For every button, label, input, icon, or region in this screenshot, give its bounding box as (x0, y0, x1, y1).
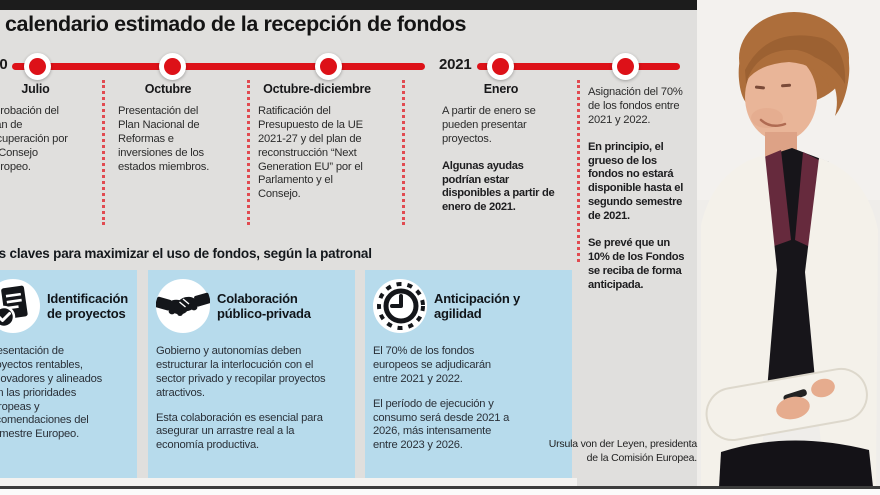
photo-caption: Ursula von der Leyen, presidenta de la C… (548, 438, 697, 464)
milestone-enero: Enero A partir de enero se pueden presen… (442, 82, 560, 215)
key-panel-identificacion: Identificación de proyectos Presentación… (0, 270, 137, 478)
key-panel-colaboracion: Colaboración público-privada Gobierno y … (148, 270, 355, 478)
timeline-year-2021: 2021 (439, 56, 472, 73)
milestone-text: Aprobación del plan de recuperación por … (0, 105, 68, 173)
timeline-dot (612, 53, 639, 80)
timeline-year-2020: 2020 (0, 56, 8, 73)
timeline-line-2020 (12, 63, 425, 70)
top-bar (0, 0, 697, 10)
milestone-label: Octubre (144, 82, 192, 96)
milestone-text-bold: Se prevé que un 10% de los Fondos se rec… (588, 237, 685, 291)
key-text: El período de ejecución y consumo será d… (373, 397, 510, 452)
milestone-text: A partir de enero se pueden presentar pr… (442, 105, 536, 145)
bottom-rule (0, 486, 880, 489)
dotted-separator (402, 80, 405, 225)
key-text: Presentación de proyectos rentables, inn… (0, 345, 103, 441)
milestone-label: Enero (483, 82, 519, 96)
keys-section-header: Tres claves para maximizar el uso de fon… (0, 246, 372, 261)
timeline-dot (159, 53, 186, 80)
milestone-text: Presentación del Plan Nacional de Reform… (118, 105, 210, 173)
photo-ursula-von-der-leyen (697, 0, 880, 487)
milestone-text-bold: En principio, el grueso de los fondos no… (588, 140, 684, 223)
milestone-julio: Julio Aprobación del plan de recuperació… (0, 82, 84, 174)
milestone-octubre: Octubre Presentación del Plan Nacional d… (118, 82, 218, 174)
clock-icon (373, 279, 427, 333)
handshake-icon (156, 279, 210, 333)
timeline-line-2021 (477, 63, 680, 70)
clipboard-check-icon (0, 279, 40, 333)
timeline-dot (487, 53, 514, 80)
timeline-dot (315, 53, 342, 80)
milestone-text: Ratificación del Presupuesto de la UE 20… (258, 105, 363, 201)
key-text: Esta colaboración es esencial para asegu… (156, 411, 323, 452)
key-title: Colaboración público-privada (217, 290, 311, 321)
dotted-separator (577, 80, 580, 262)
timeline-dot (24, 53, 51, 80)
key-text: Gobierno y autonomías deben estructurar … (156, 345, 326, 399)
dotted-separator (102, 80, 105, 225)
milestone-octubre-diciembre: Octubre-diciembre Ratificación del Presu… (258, 82, 376, 202)
dotted-separator (247, 80, 250, 225)
milestone-label: Octubre-diciembre (263, 82, 371, 96)
milestone-text-bold: Algunas ayudas podrían estar disponibles… (442, 159, 555, 214)
key-panel-anticipacion: Anticipación y agilidad El 70% de los fo… (365, 270, 572, 478)
key-title: Identificación de proyectos (47, 290, 128, 321)
page-title: calendario estimado de la recepción de f… (5, 12, 467, 36)
key-title: Anticipación y agilidad (434, 290, 521, 321)
milestone-label: Julio (21, 82, 50, 96)
key-text: El 70% de los fondos europeos se adjudic… (373, 345, 491, 385)
milestone-text: Asignación del 70% de los fondos entre 2… (588, 86, 683, 126)
milestone-asignacion: Asignación del 70% de los fondos entre 2… (588, 86, 690, 293)
bottom-strip (0, 489, 880, 495)
